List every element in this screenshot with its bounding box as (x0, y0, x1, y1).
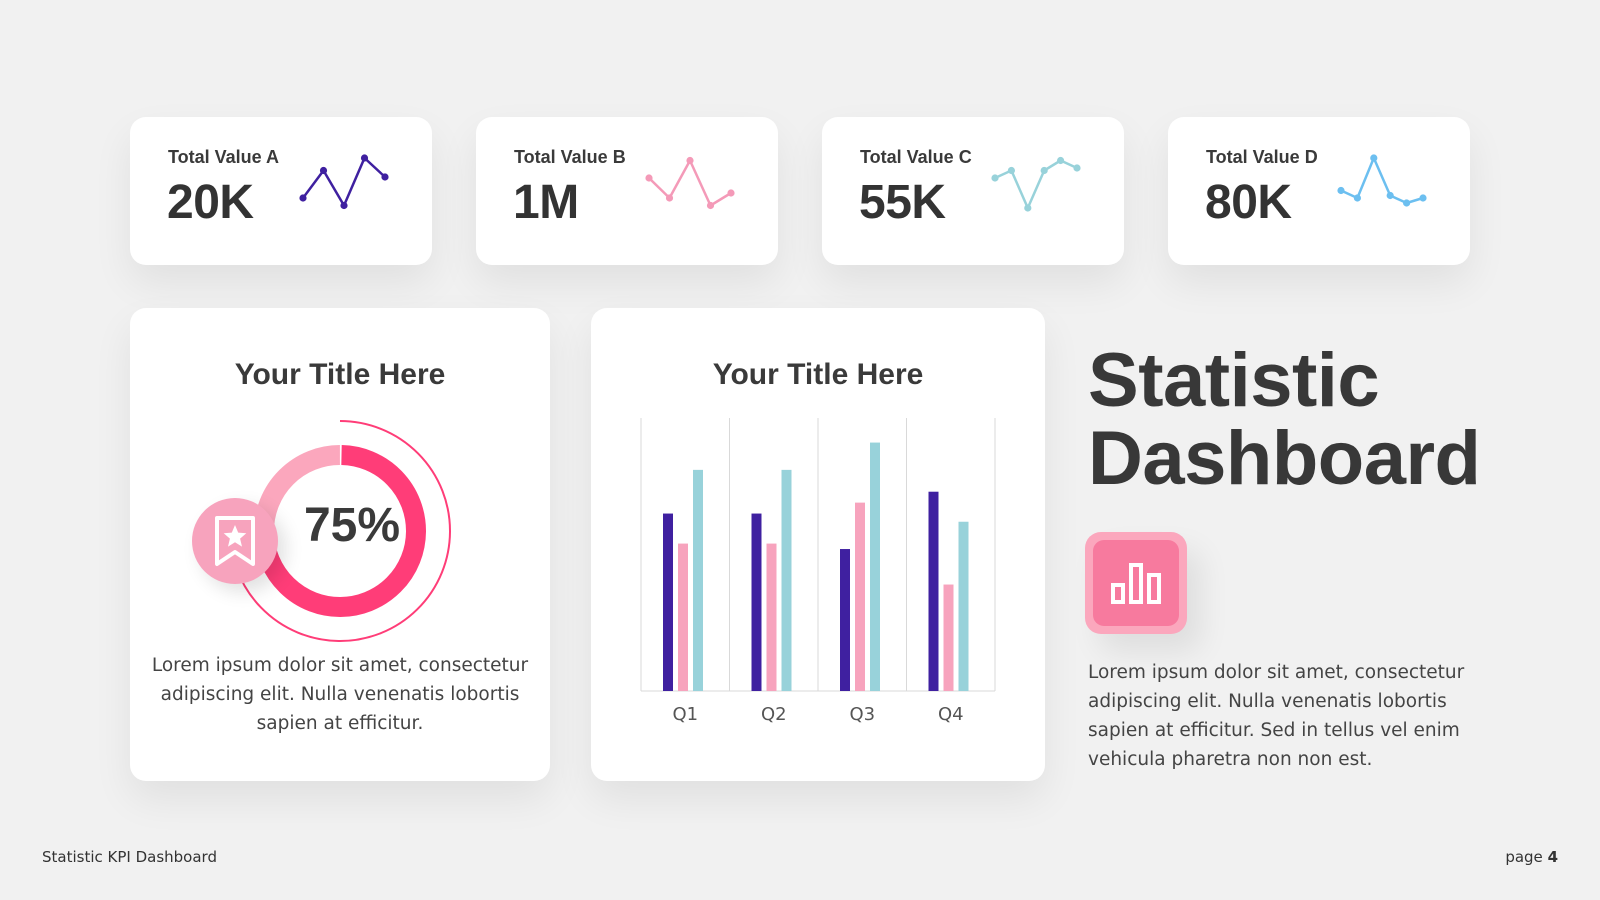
bar-chart: Q1 Q2 Q3 Q4 (640, 418, 996, 725)
page-prefix: page (1505, 848, 1543, 866)
sparkline-point (686, 156, 694, 165)
kpi-value: 1M (513, 176, 579, 229)
kpi-label: Total Value B (514, 147, 626, 167)
page-title-line2: Dashboard (1088, 416, 1481, 501)
sparkline-path (301, 156, 386, 207)
footer-title: Statistic KPI Dashboard (42, 848, 217, 866)
bar-q4-series1 (928, 491, 939, 691)
donut-value-segment (254, 445, 426, 617)
bar-chart-panel: Your Title Here Q1 Q2 Q3 Q4 (591, 308, 1045, 781)
kpi-sparkline (991, 156, 1081, 212)
sparkline-point (706, 201, 715, 210)
donut-panel: Your Title Here 75% Lorem ipsum dolor si… (130, 308, 550, 781)
bookmark-star-icon (192, 498, 278, 584)
bar-q3-series1 (840, 549, 850, 691)
x-tick-label: Q4 (938, 704, 964, 725)
sparkline-point (991, 174, 999, 182)
sparkline-point (665, 194, 674, 202)
sparkline-point (1370, 154, 1378, 162)
hero-description: Lorem ipsum dolor sit amet, consectetur … (1088, 662, 1465, 770)
sparkline-point (319, 166, 328, 175)
sparkline-point (1073, 164, 1081, 172)
kpi-value: 55K (859, 176, 946, 229)
kpi-sparkline (645, 156, 735, 210)
bar-q2-series1 (751, 513, 762, 691)
sparkline-point (299, 194, 307, 202)
sparkline-point (1403, 199, 1411, 207)
sparkline-point (1040, 166, 1048, 175)
sparkline-point (1007, 166, 1015, 175)
kpi-label: Total Value A (168, 147, 280, 167)
page-number: page 4 (1505, 848, 1558, 866)
bar-q3-series3 (870, 442, 880, 691)
kpi-sparkline (299, 154, 389, 210)
kpi-label: Total Value D (1206, 147, 1318, 167)
bar-q4-series2 (943, 584, 954, 691)
bar-q1-series1 (663, 513, 673, 691)
kpi-sparkline (1337, 154, 1427, 207)
kpi-label: Total Value C (860, 147, 972, 167)
bar-q1-series3 (693, 469, 703, 691)
sparkline-point (1024, 204, 1032, 212)
sparkline-path (1340, 156, 1424, 205)
page-number-value: 4 (1547, 848, 1558, 866)
kpi-card-b: Total Value B 1M (476, 117, 778, 265)
kpi-card-a: Total Value A 20K (130, 117, 432, 265)
bar-chart-title: Your Title Here (712, 358, 924, 391)
donut-panel-description: Lorem ipsum dolor sit amet, consectetur … (151, 655, 529, 734)
sparkline-point (1419, 194, 1427, 202)
sparkline-point (1353, 194, 1361, 202)
sparkline-point (645, 174, 653, 182)
bar-chart-icon (1085, 532, 1187, 634)
bar-q3-series2 (855, 502, 865, 691)
x-tick-label: Q3 (849, 704, 875, 725)
donut-panel-title: Your Title Here (234, 358, 446, 391)
x-tick-label: Q2 (761, 704, 787, 725)
donut-percent-label: 75% (303, 499, 401, 552)
bar-q4-series3 (958, 521, 969, 691)
kpi-value: 80K (1205, 176, 1292, 229)
bar-q1-series2 (678, 543, 688, 691)
kpi-value: 20K (167, 176, 254, 229)
sparkline-point (1057, 156, 1065, 165)
donut-outer-arc (229, 420, 451, 642)
sparkline-point (340, 201, 348, 210)
sparkline-point (727, 189, 735, 197)
sparkline-path (994, 159, 1078, 210)
bar-q2-series2 (766, 543, 777, 691)
x-tick-label: Q1 (672, 704, 698, 725)
page-title-line1: Statistic (1088, 338, 1380, 423)
kpi-card-d: Total Value D 80K (1168, 117, 1470, 265)
sparkline-path (648, 159, 732, 207)
bar-q2-series3 (781, 469, 792, 691)
sparkline-point (1386, 191, 1394, 200)
sparkline-point (360, 154, 369, 162)
page-title: Statistic Dashboard (1088, 338, 1481, 501)
kpi-card-c: Total Value C 55K (822, 117, 1124, 265)
sparkline-point (1337, 186, 1345, 195)
sparkline-point (381, 173, 389, 181)
